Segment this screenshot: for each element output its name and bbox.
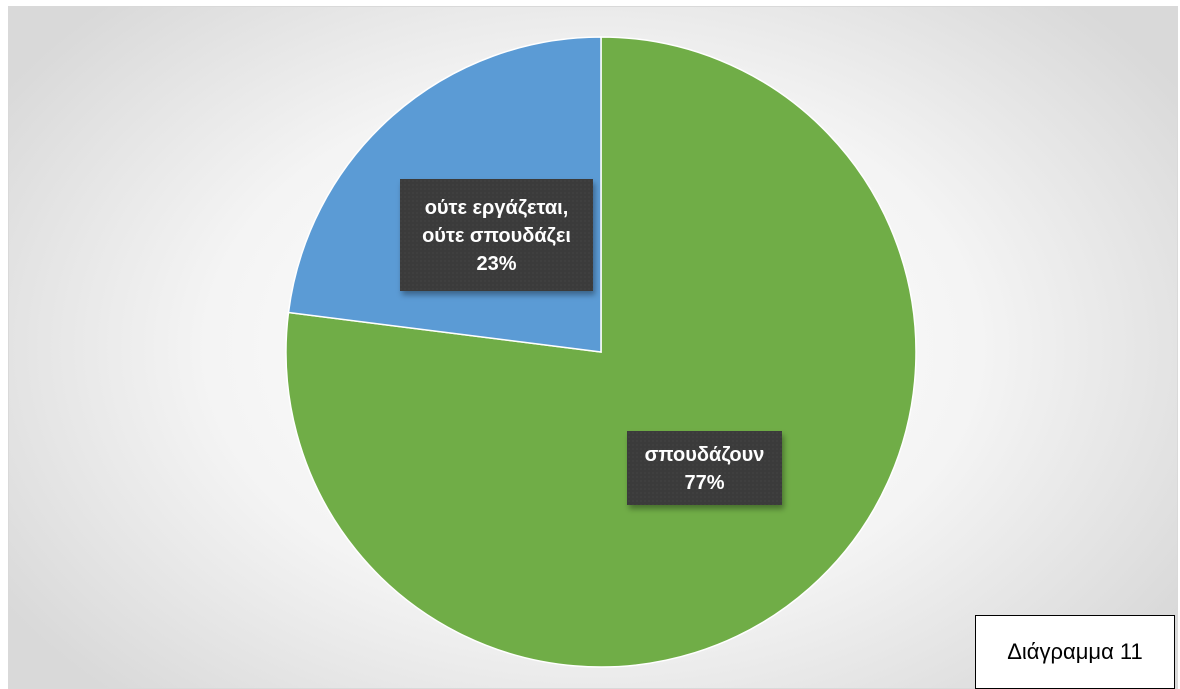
data-label: ούτε εργάζεται, ούτε σπουδάζει 23% — [400, 179, 593, 291]
data-label-percent: 23% — [476, 253, 516, 275]
data-label-background — [400, 179, 593, 291]
data-label-category: σπουδάζουν — [645, 444, 765, 466]
data-label-background — [627, 431, 782, 505]
data-label: σπουδάζουν 77% — [627, 431, 782, 505]
data-label-percent: 77% — [684, 472, 724, 494]
figure-caption: Διάγραμμα 11 — [975, 615, 1175, 689]
figure-caption-text: Διάγραμμα 11 — [1007, 639, 1143, 664]
data-label-category: ούτε σπουδάζει — [422, 225, 571, 247]
data-label-category: ούτε εργάζεται, — [425, 197, 569, 219]
